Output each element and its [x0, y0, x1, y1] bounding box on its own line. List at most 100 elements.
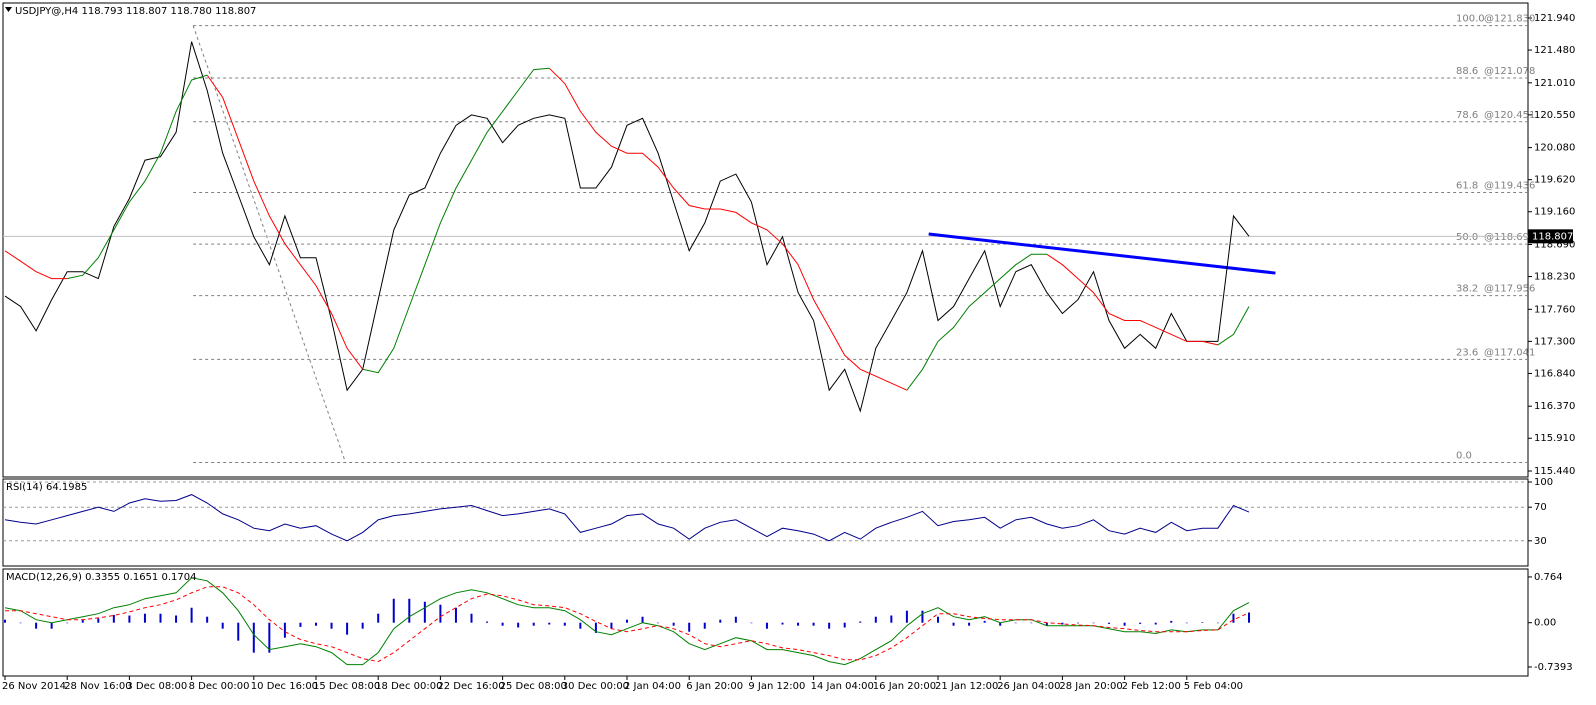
- histogram-bar: [657, 622, 660, 624]
- fib-level: 38.2: [1456, 284, 1478, 295]
- y-tick-label: 121.010: [1534, 78, 1575, 89]
- x-tick-label: 5 Feb 04:00: [1184, 681, 1243, 692]
- x-tick-label: 15 Dec 08:00: [313, 681, 380, 692]
- series-line: [4, 577, 1250, 666]
- fib-price: @117.956: [1484, 284, 1535, 295]
- histogram-bar: [50, 622, 53, 629]
- histogram-bar: [703, 622, 706, 629]
- fib-level: 88.6: [1456, 66, 1478, 77]
- histogram-bar: [377, 613, 380, 623]
- histogram-bar: [1045, 622, 1048, 626]
- histogram-bar: [517, 622, 520, 628]
- histogram-bar: [688, 622, 691, 632]
- x-tick-label: 2 Jan 04:00: [624, 681, 681, 692]
- trendline: [928, 232, 1276, 275]
- histogram-bar: [330, 622, 333, 629]
- fib-level: 50.0: [1456, 232, 1478, 243]
- y-tick-label: 118.690: [1534, 239, 1575, 250]
- y-tick-label: 30: [1534, 536, 1547, 547]
- histogram-bar: [112, 614, 115, 623]
- panel-title: RSI(14) 64.1985: [6, 482, 87, 493]
- fib-level: 78.6: [1456, 110, 1478, 121]
- histogram-bar: [672, 622, 675, 626]
- histogram-bar: [1154, 622, 1157, 625]
- histogram-bar: [1092, 622, 1095, 624]
- histogram-bar: [532, 622, 535, 626]
- y-tick-label: 119.620: [1534, 175, 1575, 186]
- fib-price: @120.451: [1484, 110, 1535, 121]
- histogram-bar: [19, 622, 22, 624]
- y-tick-label: 0.764: [1534, 572, 1563, 583]
- histogram-bar: [765, 622, 768, 629]
- histogram-bar: [1232, 613, 1235, 623]
- panel-title: USDJPY@,H4 118.793 118.807 118.780 118.8…: [15, 6, 256, 17]
- fib-price: @117.041: [1484, 347, 1535, 358]
- series-line: [5, 586, 1250, 663]
- y-tick-label: 118.230: [1534, 272, 1575, 283]
- panel-frame: [2, 478, 1529, 567]
- histogram-bar: [175, 615, 178, 623]
- histogram-bar: [408, 598, 411, 623]
- histogram-bar: [315, 622, 317, 626]
- histogram-bar: [548, 622, 551, 625]
- histogram-bar: [890, 615, 893, 623]
- menu-arrow: [5, 7, 12, 12]
- histogram-bar: [859, 621, 862, 623]
- x-tick-label: 25 Dec 08:00: [500, 681, 567, 692]
- histogram-bar: [128, 615, 131, 623]
- histogram-bar: [1170, 620, 1173, 623]
- y-tick-label: 120.550: [1534, 110, 1575, 121]
- histogram-bar: [937, 616, 939, 623]
- histogram-bar: [283, 622, 286, 638]
- histogram-bar: [843, 622, 846, 628]
- y-tick-label: 116.840: [1534, 368, 1575, 379]
- x-tick-label: 21 Jan 12:00: [935, 681, 998, 692]
- histogram-bar: [952, 622, 955, 626]
- x-tick-label: 16 Jan 20:00: [873, 681, 936, 692]
- y-tick-label: 120.080: [1534, 143, 1575, 154]
- histogram-bar: [641, 616, 644, 623]
- fib-price: @121.078: [1484, 66, 1535, 77]
- histogram-bar: [983, 620, 986, 623]
- y-tick-label: 116.370: [1534, 401, 1575, 412]
- y-tick-label: 115.910: [1534, 433, 1575, 444]
- histogram-bar: [563, 622, 566, 626]
- histogram-bar: [159, 613, 162, 623]
- x-tick-label: 3 Dec 08:00: [126, 681, 187, 692]
- histogram-bar: [1076, 622, 1079, 624]
- histogram-bar: [594, 622, 597, 633]
- histogram-bar: [190, 607, 193, 623]
- fib-level: 61.8: [1456, 181, 1478, 192]
- series-line: [67, 67, 1250, 391]
- x-tick-label: 6 Jan 20:00: [686, 681, 743, 692]
- histogram-bar: [1061, 622, 1064, 625]
- histogram-bar: [470, 613, 473, 623]
- x-tick-label: 28 Jan 20:00: [1059, 681, 1122, 692]
- histogram-bar: [1216, 622, 1219, 624]
- histogram-bar: [626, 619, 628, 623]
- histogram-bar: [905, 610, 908, 623]
- x-tick-label: 10 Dec 16:00: [251, 681, 318, 692]
- histogram-bar: [1139, 622, 1142, 624]
- y-tick-label: 70: [1534, 502, 1547, 513]
- series-line: [4, 67, 1219, 391]
- y-tick-label: 121.480: [1534, 45, 1575, 56]
- x-tick-label: 30 Dec 00:00: [562, 681, 629, 692]
- y-tick-label: 117.760: [1534, 304, 1575, 315]
- histogram-bar: [797, 622, 800, 626]
- x-tick-label: 22 Dec 16:00: [437, 681, 504, 692]
- histogram-bar: [423, 601, 426, 623]
- y-tick-label: -0.7393: [1534, 662, 1573, 673]
- histogram-bar: [346, 622, 349, 635]
- histogram-bar: [921, 610, 924, 623]
- histogram-bar: [392, 598, 395, 623]
- histogram-bar: [237, 622, 240, 641]
- histogram-bar: [252, 622, 255, 653]
- histogram-bar: [35, 622, 38, 629]
- histogram-bar: [206, 616, 209, 623]
- histogram-bar: [812, 622, 815, 626]
- fib-level: 23.6: [1456, 347, 1478, 358]
- histogram-bar: [439, 604, 442, 623]
- histogram-bar: [486, 621, 489, 623]
- histogram-bar: [501, 622, 504, 626]
